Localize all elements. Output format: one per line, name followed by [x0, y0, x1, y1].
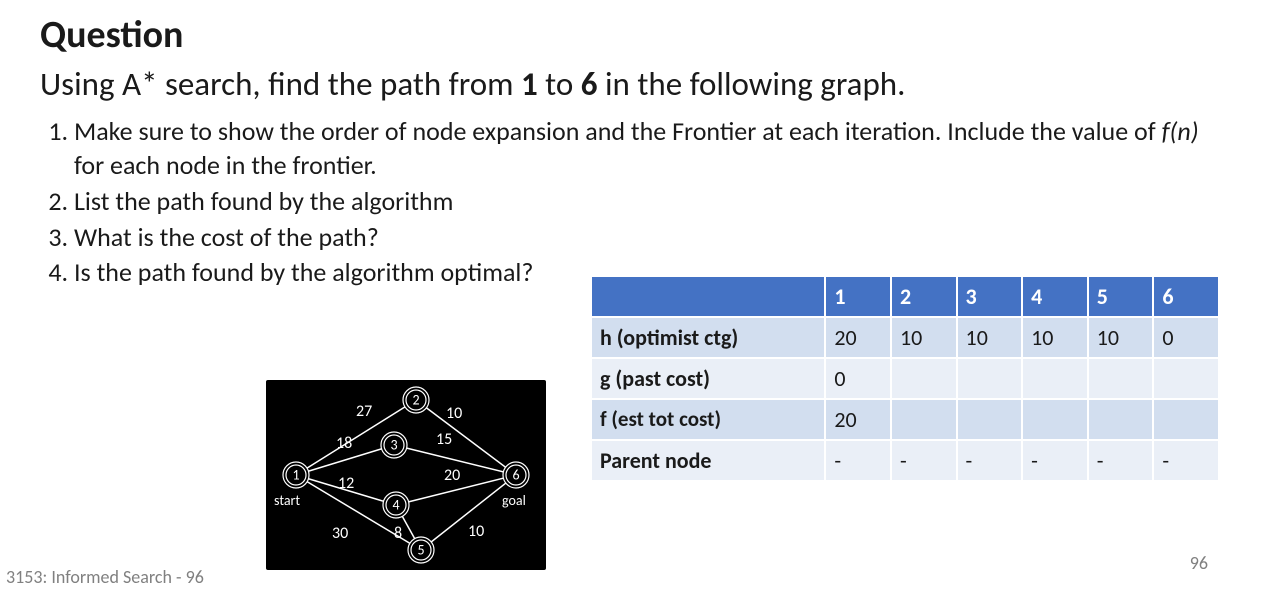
cell [1153, 399, 1219, 440]
edge-weight-label: 20 [444, 466, 460, 485]
subtitle-mid: to [538, 64, 581, 104]
cell: 20 [825, 317, 891, 358]
cell: 10 [1022, 317, 1088, 358]
slide-title: Question [40, 12, 1224, 58]
graph-node-label: 3 [390, 437, 397, 454]
heuristic-table: 1 2 3 4 5 6 h (optimist ctg) 20 10 10 10… [590, 275, 1220, 482]
cell [1022, 399, 1088, 440]
cell [1153, 358, 1219, 399]
table-header-5: 5 [1088, 276, 1154, 317]
cell [1088, 399, 1154, 440]
graph-node-label: 4 [392, 497, 399, 514]
footer-right: 96 [1190, 552, 1208, 574]
cell: - [891, 440, 957, 481]
slide: Question Using A* search, find the path … [0, 0, 1264, 596]
start-label: start [274, 492, 300, 509]
cell: - [1153, 440, 1219, 481]
cell [957, 358, 1023, 399]
table-header-blank [591, 276, 825, 317]
cell: - [957, 440, 1023, 481]
graph-nodes: 123456 [283, 387, 529, 563]
graph-edge-labels: 2718 12 30 10 15 20 10 8 [332, 402, 484, 543]
row-g-label: g (past cost) [591, 358, 825, 399]
cell [891, 358, 957, 399]
cell [1022, 358, 1088, 399]
edge-weight-label: 15 [436, 430, 452, 449]
graph-edge [416, 400, 516, 475]
table-body: h (optimist ctg) 20 10 10 10 10 0 g (pas… [591, 317, 1219, 481]
edge-weight-label: 8 [394, 524, 402, 543]
footer-left: 3153: Informed Search - 96 [6, 566, 204, 588]
row-h-label: h (optimist ctg) [591, 317, 825, 358]
table-row-g: g (past cost) 0 [591, 358, 1219, 399]
edge-weight-label: 10 [468, 522, 484, 541]
subtitle-bold-to: 6 [581, 64, 598, 104]
graph-diagram: 27181230101520108 123456 start goal [266, 380, 546, 570]
edge-weight-label: 18 [336, 434, 352, 453]
table-header-row: 1 2 3 4 5 6 [591, 276, 1219, 317]
slide-subtitle: Using A* search, find the path from 1 to… [40, 64, 1224, 105]
q1-text-a: Make sure to show the order of node expa… [74, 115, 1162, 147]
q1-text-b: for each node in the frontier. [74, 149, 377, 181]
cell [957, 399, 1023, 440]
cell [891, 399, 957, 440]
graph-node-label: 6 [512, 467, 519, 484]
question-3: What is the cost of the path? [74, 221, 634, 255]
edge-weight-label: 27 [356, 402, 372, 421]
cell: 0 [1153, 317, 1219, 358]
graph-node-label: 2 [412, 392, 419, 409]
graph-node-label: 1 [292, 467, 299, 484]
table-header-4: 4 [1022, 276, 1088, 317]
table-head: 1 2 3 4 5 6 [591, 276, 1219, 317]
graph-node-label: 5 [417, 542, 424, 559]
edge-weight-label: 10 [446, 404, 462, 423]
cell: 10 [1088, 317, 1154, 358]
question-1: Make sure to show the order of node expa… [74, 115, 1224, 183]
cell: - [1088, 440, 1154, 481]
table-header-3: 3 [957, 276, 1023, 317]
q1-fn: f(n) [1162, 115, 1199, 147]
question-2: List the path found by the algorithm [74, 185, 1224, 219]
goal-label: goal [502, 492, 526, 509]
edge-weight-label: 30 [332, 524, 348, 543]
row-parent-label: Parent node [591, 440, 825, 481]
question-4: Is the path found by the algorithm optim… [74, 256, 634, 290]
subtitle-pre: Using A* search, find the path from [40, 64, 521, 104]
table-row-f: f (est tot cost) 20 [591, 399, 1219, 440]
subtitle-bold-from: 1 [521, 64, 538, 104]
question-list: Make sure to show the order of node expa… [40, 115, 1224, 290]
graph-svg: 27181230101520108 123456 start goal [266, 380, 546, 570]
table-header-6: 6 [1153, 276, 1219, 317]
cell: - [825, 440, 891, 481]
table-header-2: 2 [891, 276, 957, 317]
table-header-1: 1 [825, 276, 891, 317]
edge-weight-label: 12 [338, 474, 354, 493]
cell: 10 [891, 317, 957, 358]
cell [1088, 358, 1154, 399]
row-f-label: f (est tot cost) [591, 399, 825, 440]
cell: 0 [825, 358, 891, 399]
cell: 10 [957, 317, 1023, 358]
subtitle-post: in the following graph. [597, 64, 905, 104]
cell: - [1022, 440, 1088, 481]
cell: 20 [825, 399, 891, 440]
table-row-h: h (optimist ctg) 20 10 10 10 10 0 [591, 317, 1219, 358]
table-row-parent: Parent node - - - - - - [591, 440, 1219, 481]
